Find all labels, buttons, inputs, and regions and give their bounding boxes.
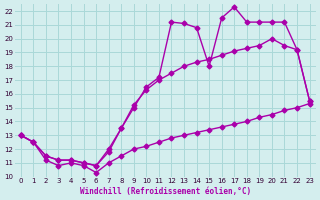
X-axis label: Windchill (Refroidissement éolien,°C): Windchill (Refroidissement éolien,°C) [80, 187, 251, 196]
